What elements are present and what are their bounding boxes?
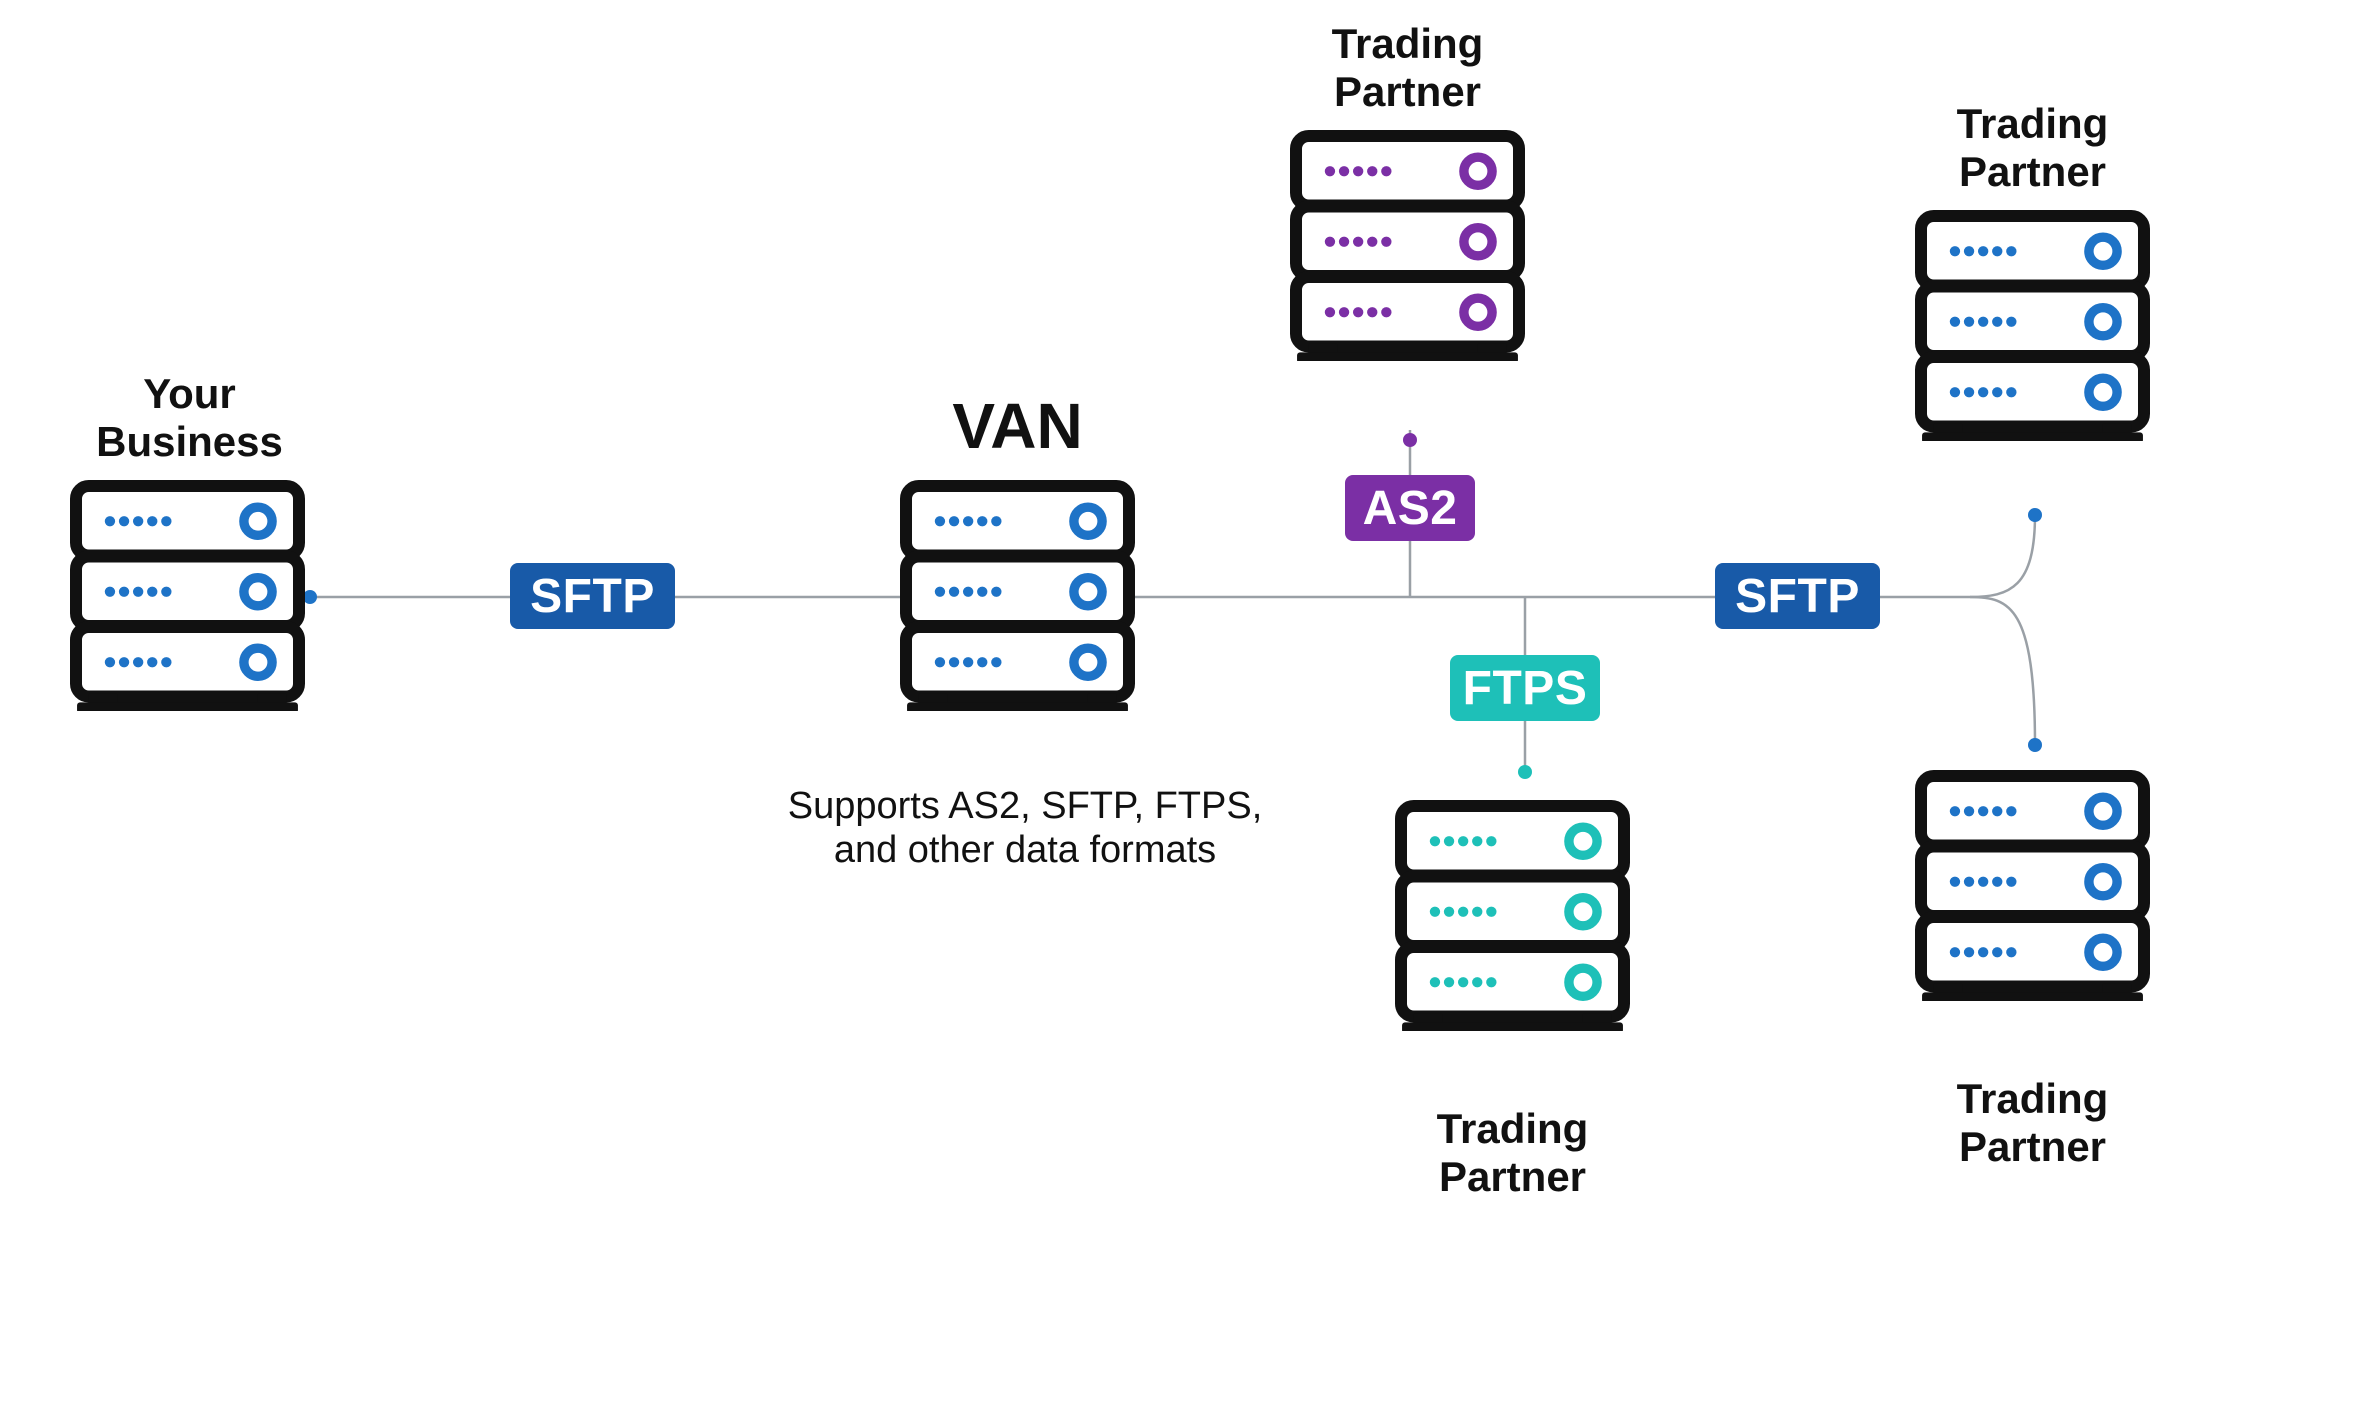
badge-as2: AS2 — [1345, 475, 1475, 541]
server-your-business — [70, 480, 305, 711]
label-van-subtitle: Supports AS2, SFTP, FTPS, and other data… — [745, 785, 1305, 872]
label-trading-partner-as2: Trading Partner — [1290, 20, 1525, 117]
label-van-title: VAN — [900, 390, 1135, 464]
badge-sftp-left: SFTP — [510, 563, 675, 629]
label-your-business: Your Business — [72, 370, 307, 467]
van-network-diagram: Your Business VAN Supports AS2, SFTP, FT… — [0, 0, 2376, 1418]
server-trading-partner-ftps — [1395, 800, 1630, 1031]
badge-sftp-right: SFTP — [1715, 563, 1880, 629]
server-trading-partner-bot — [1915, 770, 2150, 1001]
label-trading-partner-bot: Trading Partner — [1915, 1075, 2150, 1172]
server-trading-partner-top — [1915, 210, 2150, 441]
label-trading-partner-top: Trading Partner — [1915, 100, 2150, 197]
server-trading-partner-as2 — [1290, 130, 1525, 361]
server-van — [900, 480, 1135, 711]
badge-ftps: FTPS — [1450, 655, 1600, 721]
label-trading-partner-ftps: Trading Partner — [1395, 1105, 1630, 1202]
